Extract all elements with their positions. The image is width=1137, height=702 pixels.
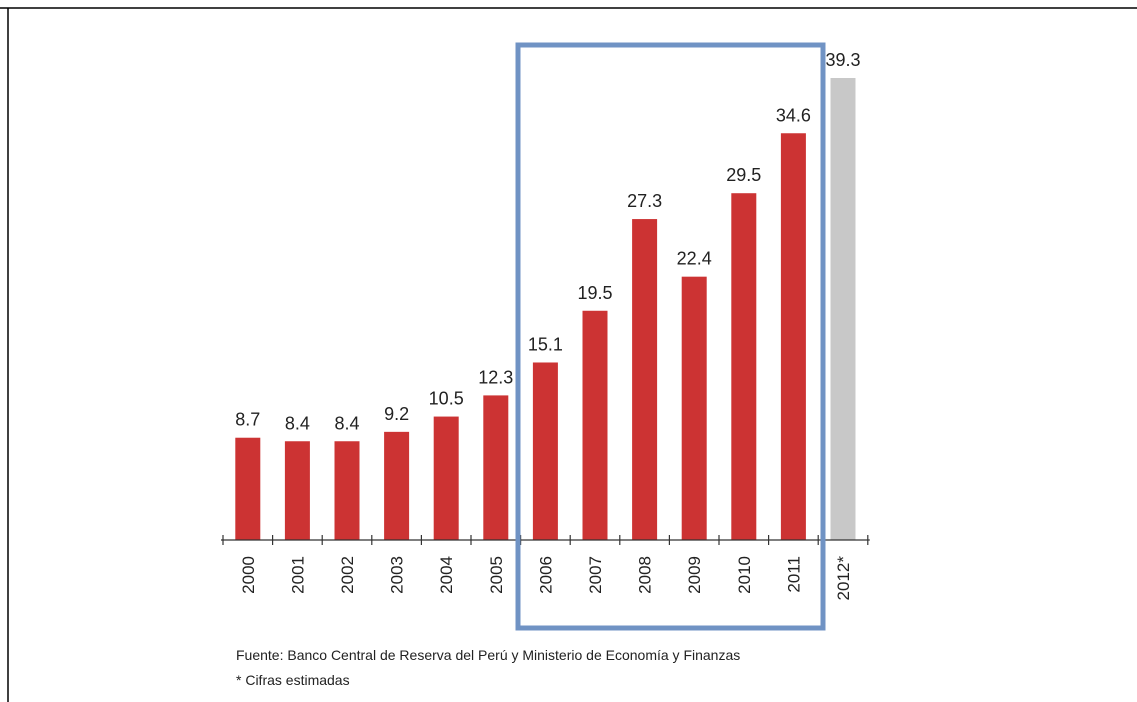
value-label: 22.4: [677, 249, 712, 269]
value-label: 10.5: [429, 389, 464, 409]
x-tick-label: 2010: [735, 556, 754, 594]
value-label: 8.7: [235, 410, 260, 430]
bar: [582, 310, 608, 540]
bar: [284, 441, 310, 540]
value-label: 15.1: [528, 334, 563, 354]
x-tick-label: 2002: [338, 556, 357, 594]
highlight-box: [515, 42, 826, 631]
bar: [235, 437, 261, 540]
x-tick-label: 2006: [536, 556, 555, 594]
value-label: 12.3: [478, 367, 513, 387]
value-label: 9.2: [384, 404, 409, 424]
x-tick-label: 2009: [685, 556, 704, 594]
x-tick-label: 2008: [636, 556, 655, 594]
plot: 8.7 2000 8.4 2001 8.4 2002 9.2 2003 10.5 2004 12.3…: [221, 50, 870, 600]
x-tick-label: 2005: [487, 556, 506, 594]
bar: [433, 416, 459, 540]
source-note: Fuente: Banco Central de Reserva del Per…: [236, 647, 740, 663]
bar: [731, 193, 757, 540]
x-tick-label: 2004: [437, 556, 456, 594]
x-tick-label: 2007: [586, 556, 605, 594]
value-label: 27.3: [627, 191, 662, 211]
bar: [632, 219, 658, 540]
estimate-note: * Cifras estimadas: [236, 672, 350, 688]
value-label: 34.6: [776, 105, 811, 125]
bar: [334, 441, 360, 540]
bar: [780, 133, 806, 541]
value-label: 19.5: [577, 283, 612, 303]
bar: [681, 276, 707, 540]
bar: [384, 431, 410, 540]
bar: [830, 78, 856, 540]
value-label: 29.5: [726, 165, 761, 185]
bar: [532, 362, 558, 540]
bar: [483, 395, 509, 540]
value-label: 8.4: [334, 413, 359, 433]
x-tick-label: 2003: [388, 556, 407, 594]
x-tick-label: 2001: [288, 556, 307, 594]
x-tick-label: 2011: [784, 556, 803, 593]
value-label: 39.3: [825, 50, 860, 70]
x-tick-label: 2000: [239, 556, 258, 594]
x-tick-label: 2012*: [834, 556, 853, 601]
value-label: 8.4: [285, 413, 310, 433]
